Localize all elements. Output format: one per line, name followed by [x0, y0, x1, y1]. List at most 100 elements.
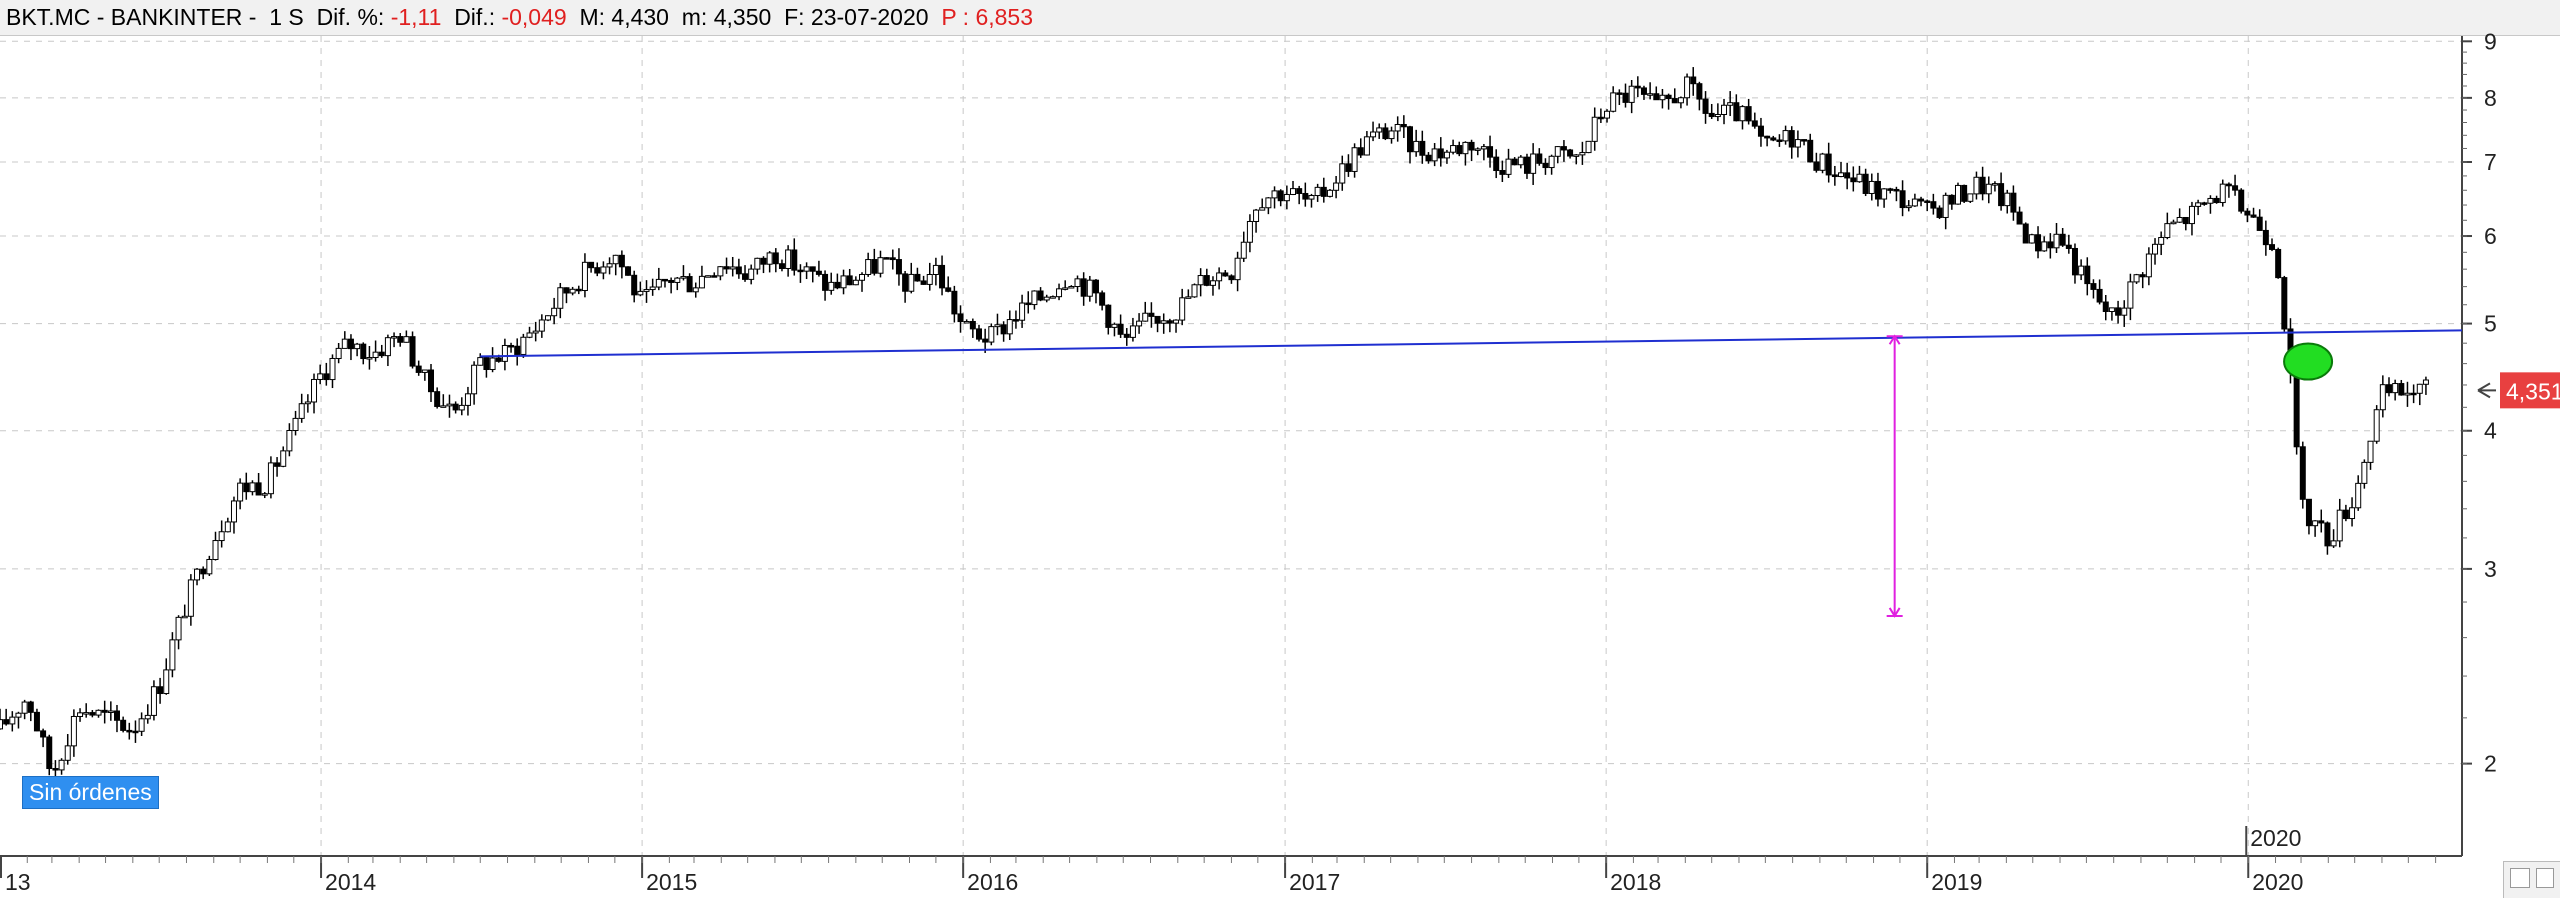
- candle-body: [2176, 216, 2183, 223]
- candle-body: [594, 267, 601, 274]
- candle-body: [742, 273, 749, 280]
- candle-body: [1012, 319, 1019, 322]
- candle-body: [754, 257, 761, 270]
- candle-body: [668, 279, 675, 283]
- candle-body: [1536, 153, 1543, 164]
- candle-body: [1450, 145, 1457, 153]
- candle-body: [538, 319, 545, 332]
- signal-marker[interactable]: [2283, 342, 2334, 381]
- candle-body: [1376, 127, 1383, 133]
- candle-body: [2164, 223, 2171, 239]
- corner-controls[interactable]: [2503, 861, 2560, 898]
- candle-body: [1677, 97, 1684, 104]
- candle-body: [0, 719, 3, 730]
- candle-body: [1998, 183, 2005, 207]
- candle-body: [1185, 296, 1192, 299]
- candle-body: [2238, 189, 2245, 212]
- candle-body: [2152, 243, 2159, 255]
- candle-body: [1406, 126, 1413, 153]
- candle-body: [200, 568, 207, 575]
- candle-body: [1751, 120, 1758, 127]
- candle-body: [2269, 244, 2276, 250]
- candle-body: [1794, 139, 1801, 148]
- measure-tool[interactable]: [1886, 334, 1903, 618]
- candle-body: [2201, 202, 2208, 205]
- candle-body: [1302, 192, 1309, 200]
- candle-body: [2090, 283, 2097, 290]
- candle-body: [1948, 194, 1955, 205]
- candle-body: [2108, 307, 2115, 312]
- candle-body: [1493, 156, 1500, 172]
- candle-body: [1622, 92, 1629, 103]
- candle-body: [1074, 278, 1081, 288]
- candle-body: [1893, 188, 1900, 192]
- candle-body: [255, 482, 262, 496]
- candle-body: [378, 351, 385, 357]
- candle-body: [1967, 193, 1974, 202]
- candle-body: [625, 266, 632, 276]
- price-tag: [2500, 372, 2560, 409]
- candle-body: [138, 718, 145, 732]
- time-axis: 13 2014 2015 2016 2017 2018 2019 2020: [0, 856, 2437, 895]
- candle-body: [2244, 210, 2251, 216]
- candle-body: [1092, 279, 1099, 294]
- candle-body: [1634, 85, 1641, 89]
- candle-body: [341, 338, 348, 349]
- candle-body: [95, 709, 102, 716]
- candle-body: [40, 730, 47, 738]
- candle-body: [1308, 195, 1315, 200]
- candle-body: [526, 332, 533, 338]
- candle-body: [2121, 307, 2128, 316]
- candle-body: [2065, 244, 2072, 249]
- candle-body: [859, 273, 866, 281]
- candle-body: [1591, 116, 1598, 142]
- candle-body: [797, 269, 804, 273]
- p-label: P :: [941, 4, 970, 30]
- orders-badge[interactable]: Sin órdenes: [22, 776, 159, 809]
- candle-body: [1394, 124, 1401, 132]
- candle-body: [1628, 85, 1635, 103]
- candle-body: [1345, 163, 1352, 172]
- grid-lines: [0, 36, 2462, 856]
- candle-body: [1714, 113, 1721, 118]
- candle-body: [1197, 275, 1204, 286]
- candle-body: [1813, 161, 1820, 171]
- candle-body: [1462, 141, 1469, 155]
- candle-body: [2053, 233, 2060, 249]
- chart-header: BKT.MC - BANKINTER - 1 S Dif. %: -1,11 D…: [0, 0, 2560, 36]
- candle-body: [2188, 205, 2195, 225]
- candle-body: [2127, 281, 2134, 309]
- scroll-icon[interactable]: [2536, 868, 2554, 888]
- trendline[interactable]: [480, 329, 2463, 358]
- candle-body: [2324, 522, 2331, 547]
- candle-body: [735, 266, 742, 275]
- candle-body: [1080, 278, 1087, 297]
- candle-body: [2016, 211, 2023, 225]
- candle-body: [1690, 76, 1697, 85]
- candle-body: [680, 276, 687, 279]
- candle-body: [83, 712, 90, 715]
- candle-body: [834, 281, 841, 289]
- zoom-icon[interactable]: [2510, 868, 2530, 888]
- candle-body: [1173, 319, 1180, 324]
- candle-body: [304, 401, 311, 405]
- candle-body: [2336, 509, 2343, 542]
- time-tick-label: 2019: [1931, 869, 1982, 895]
- candle-body: [618, 254, 625, 268]
- candle-body: [1517, 156, 1524, 166]
- candle-body: [2330, 540, 2337, 547]
- candle-body: [1647, 93, 1654, 96]
- candle-body: [21, 701, 28, 714]
- candle-body: [1283, 193, 1290, 202]
- candle-body: [2275, 248, 2282, 279]
- candle-body: [988, 326, 995, 343]
- p-value: 6,853: [975, 4, 1034, 30]
- candle-body: [415, 365, 422, 373]
- candle-body: [1702, 98, 1709, 114]
- candle-body: [908, 273, 915, 292]
- candle-body: [674, 277, 681, 283]
- candle-body: [218, 531, 225, 542]
- price-tick-label: 8: [2484, 85, 2497, 111]
- price-tick-label: 6: [2484, 223, 2497, 249]
